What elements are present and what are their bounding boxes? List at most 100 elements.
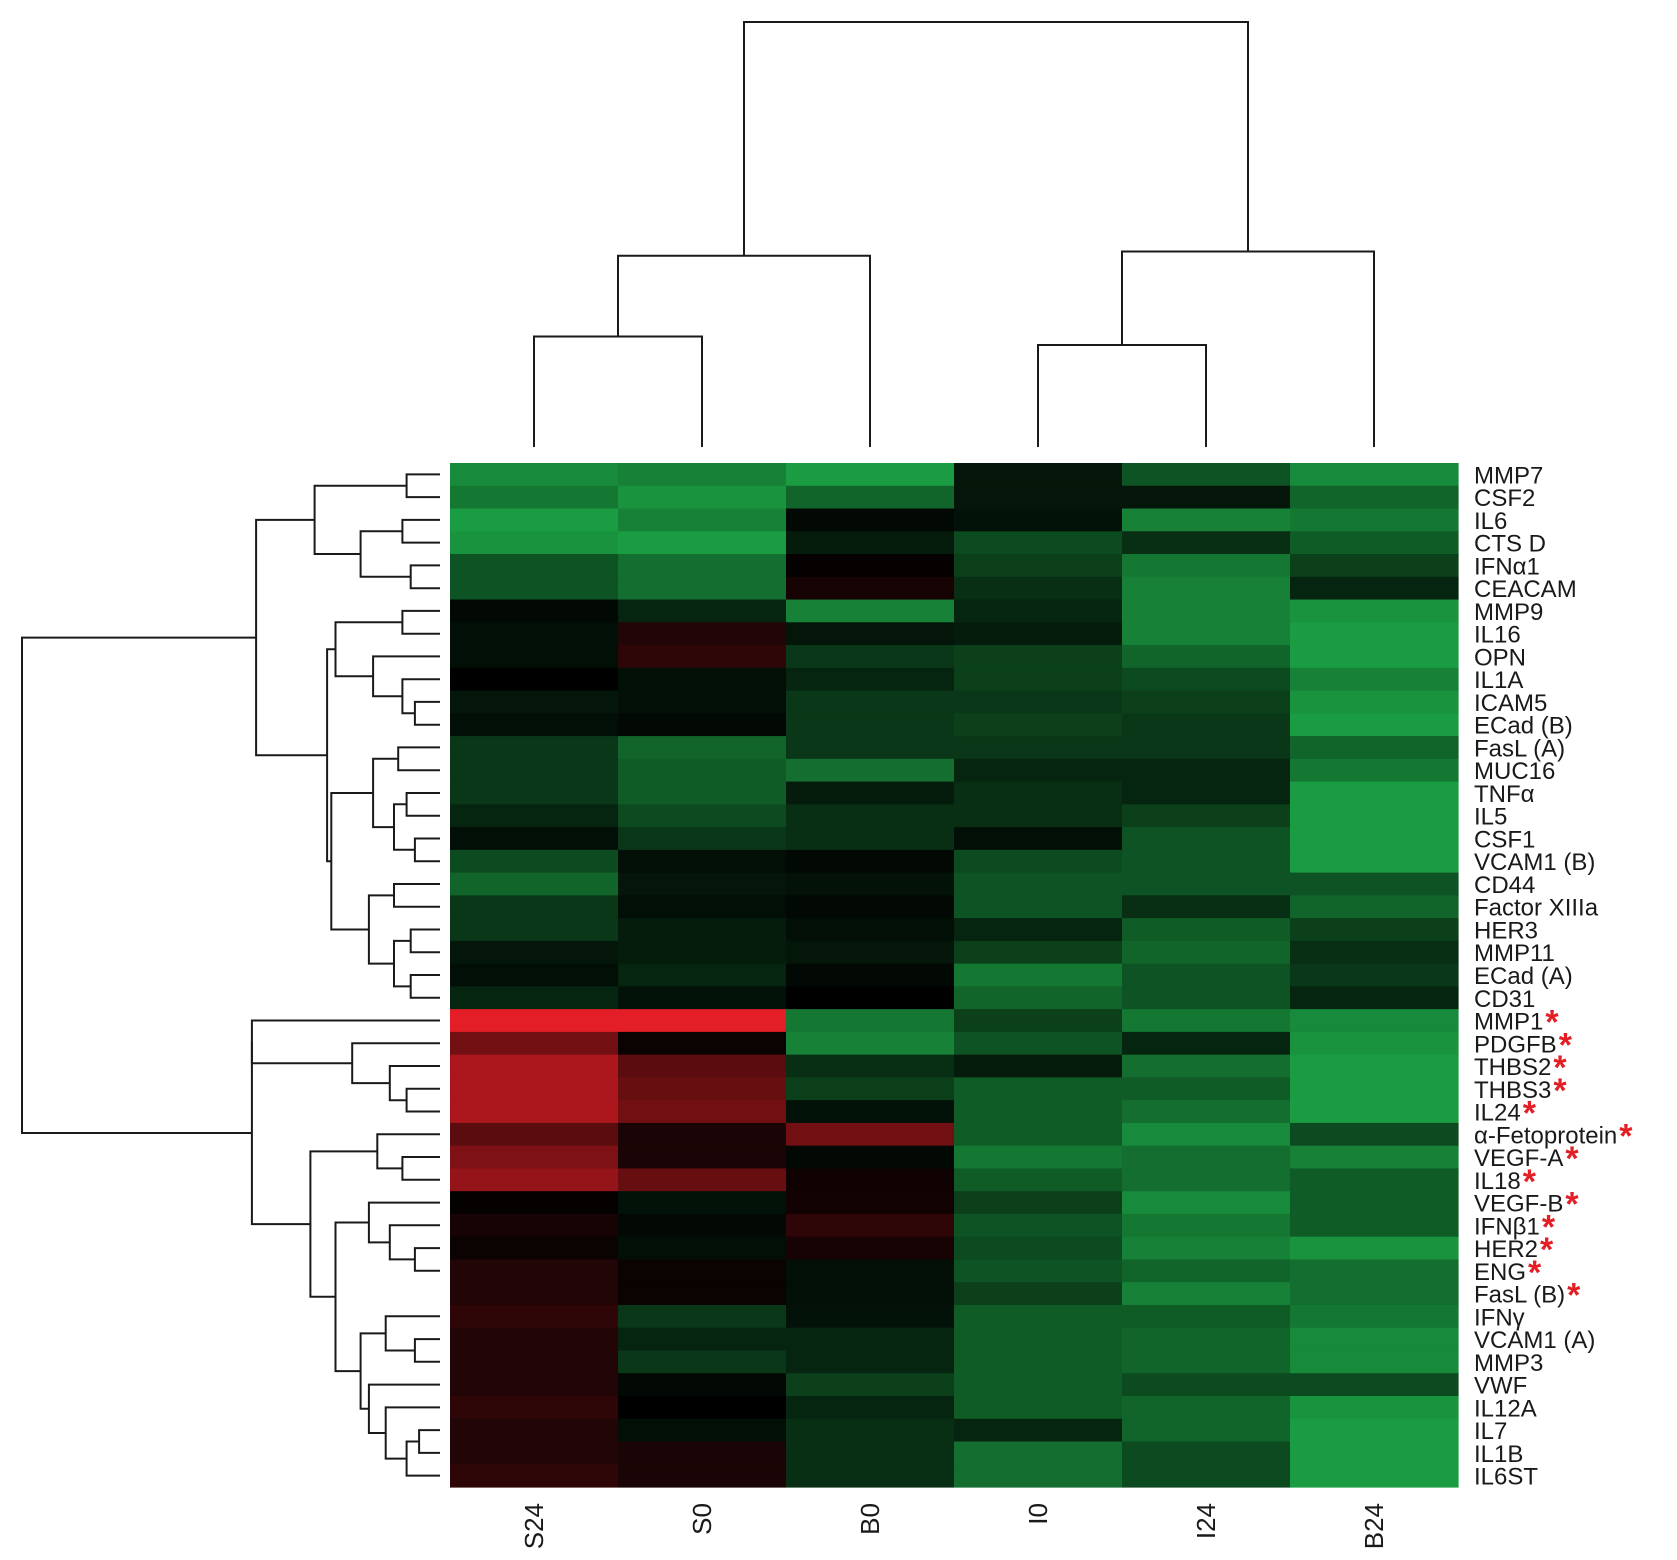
- heatmap-cell: [1290, 1418, 1459, 1443]
- row-dendrogram-link: [405, 1087, 440, 1113]
- heatmap-cell: [954, 1259, 1123, 1283]
- heatmap-cell: [1290, 1213, 1459, 1238]
- heatmap-cell: [1122, 1282, 1291, 1306]
- heatmap-cell: [954, 1122, 1123, 1147]
- heatmap-cell: [450, 485, 619, 510]
- heatmap-cell: [1290, 1236, 1459, 1261]
- heatmap-cell: [450, 463, 619, 487]
- heatmap-cell: [618, 508, 787, 532]
- heatmap-cell: [786, 1145, 955, 1170]
- row-dendrogram-link: [409, 564, 440, 590]
- heatmap-cell: [786, 1304, 955, 1329]
- heatmap-cell: [450, 1418, 619, 1443]
- row-label: IFNγ: [1474, 1304, 1525, 1331]
- heatmap-cell: [954, 531, 1123, 555]
- heatmap-cell: [618, 1259, 787, 1283]
- heatmap-cell: [786, 1395, 955, 1420]
- row-dendrogram-link: [397, 746, 440, 772]
- heatmap-cell: [1122, 622, 1291, 646]
- heatmap-cell: [618, 1418, 787, 1443]
- heatmap-cell: [1290, 1145, 1459, 1170]
- heatmap-cell: [1290, 1304, 1459, 1329]
- heatmap-cell: [786, 736, 955, 760]
- row-dendrogram-link: [413, 700, 440, 726]
- significance-star: *: [1565, 1186, 1579, 1224]
- heatmap-cell: [450, 940, 619, 965]
- heatmap-cell: [618, 1145, 787, 1170]
- heatmap-cell: [1122, 1395, 1291, 1420]
- row-dendrogram-link: [405, 473, 440, 499]
- heatmap-cell: [954, 1100, 1123, 1124]
- heatmap-cell: [1290, 508, 1459, 532]
- heatmap-cell: [954, 645, 1123, 669]
- heatmap-cell: [786, 1441, 955, 1465]
- heatmap-cell: [954, 963, 1123, 987]
- heatmap-cell: [954, 463, 1123, 487]
- row-dendrogram-link: [401, 1156, 440, 1181]
- heatmap-cell: [450, 690, 619, 714]
- row-dendrogram-link: [372, 655, 440, 698]
- heatmap-cell: [450, 599, 619, 623]
- heatmap-cell: [1290, 713, 1459, 737]
- row-label: MMP7: [1474, 462, 1543, 489]
- heatmap-cell: [450, 645, 619, 669]
- heatmap-cell: [1122, 599, 1291, 623]
- heatmap-cell: [1290, 1350, 1459, 1374]
- row-label: IL12A: [1474, 1395, 1537, 1422]
- row-label: OPN: [1474, 644, 1526, 671]
- row-label: ENG*: [1474, 1254, 1542, 1292]
- heatmap-cell: [1122, 1213, 1291, 1238]
- heatmap-cell: [1122, 554, 1291, 578]
- row-dendrogram-link: [409, 928, 440, 954]
- heatmap-cell: [786, 1191, 955, 1215]
- heatmap-cell: [786, 872, 955, 896]
- row-label: VCAM1 (B): [1474, 849, 1595, 876]
- heatmap-cell: [786, 1418, 955, 1443]
- heatmap-cell: [786, 622, 955, 646]
- significance-star: *: [1523, 1095, 1537, 1133]
- heatmap-cell: [1122, 1464, 1291, 1488]
- heatmap-cell: [786, 1282, 955, 1306]
- heatmap-cell: [954, 781, 1123, 805]
- heatmap-cell: [786, 895, 955, 919]
- row-dendrogram-link: [393, 883, 440, 908]
- heatmap-cell: [450, 1191, 619, 1215]
- heatmap-cell: [618, 1464, 787, 1488]
- heatmap-cell: [618, 1077, 787, 1101]
- heatmap-cell: [786, 1373, 955, 1397]
- column-labels: S24 S0 B0 I0 I24 B24: [519, 1503, 1389, 1549]
- heatmap-cell: [786, 713, 955, 737]
- heatmap-cell: [954, 895, 1123, 919]
- heatmap-cell: [954, 1191, 1123, 1215]
- significance-star: *: [1523, 1163, 1537, 1201]
- heatmap-cell: [1122, 1009, 1291, 1033]
- heatmap-cell: [954, 554, 1123, 578]
- row-dendrogram-link: [413, 1247, 440, 1272]
- heatmap-cell: [1290, 1327, 1459, 1352]
- heatmap-cell: [786, 1168, 955, 1192]
- heatmap-cell: [786, 758, 955, 783]
- heatmap-cell: [1290, 1282, 1459, 1306]
- heatmap-cell: [618, 736, 787, 760]
- heatmap-cell: [954, 1395, 1123, 1420]
- row-label: CD31: [1474, 986, 1535, 1013]
- heatmap-cell: [450, 1122, 619, 1147]
- row-dendrogram-link: [334, 621, 403, 678]
- heatmap-cell: [1290, 1395, 1459, 1420]
- heatmap-cell: [618, 1054, 787, 1078]
- row-dendrogram: [21, 473, 440, 1477]
- row-label: MMP11: [1474, 940, 1555, 967]
- heatmap-cell: [954, 1168, 1123, 1192]
- heatmap-cell: [618, 1122, 787, 1147]
- heatmap-cell: [1290, 940, 1459, 965]
- heatmap-cell: [1290, 1077, 1459, 1101]
- heatmap-cell: [618, 1031, 787, 1056]
- heatmap-cell: [618, 918, 787, 942]
- column-dendrogram-link: [617, 254, 871, 447]
- heatmap-cell: [786, 1100, 955, 1124]
- row-label: FasL (B)*: [1474, 1277, 1581, 1315]
- row-label: ECad (B): [1474, 713, 1573, 740]
- heatmap-cell: [1290, 895, 1459, 919]
- heatmap-cell: [1290, 1054, 1459, 1078]
- heatmap-cell: [618, 872, 787, 896]
